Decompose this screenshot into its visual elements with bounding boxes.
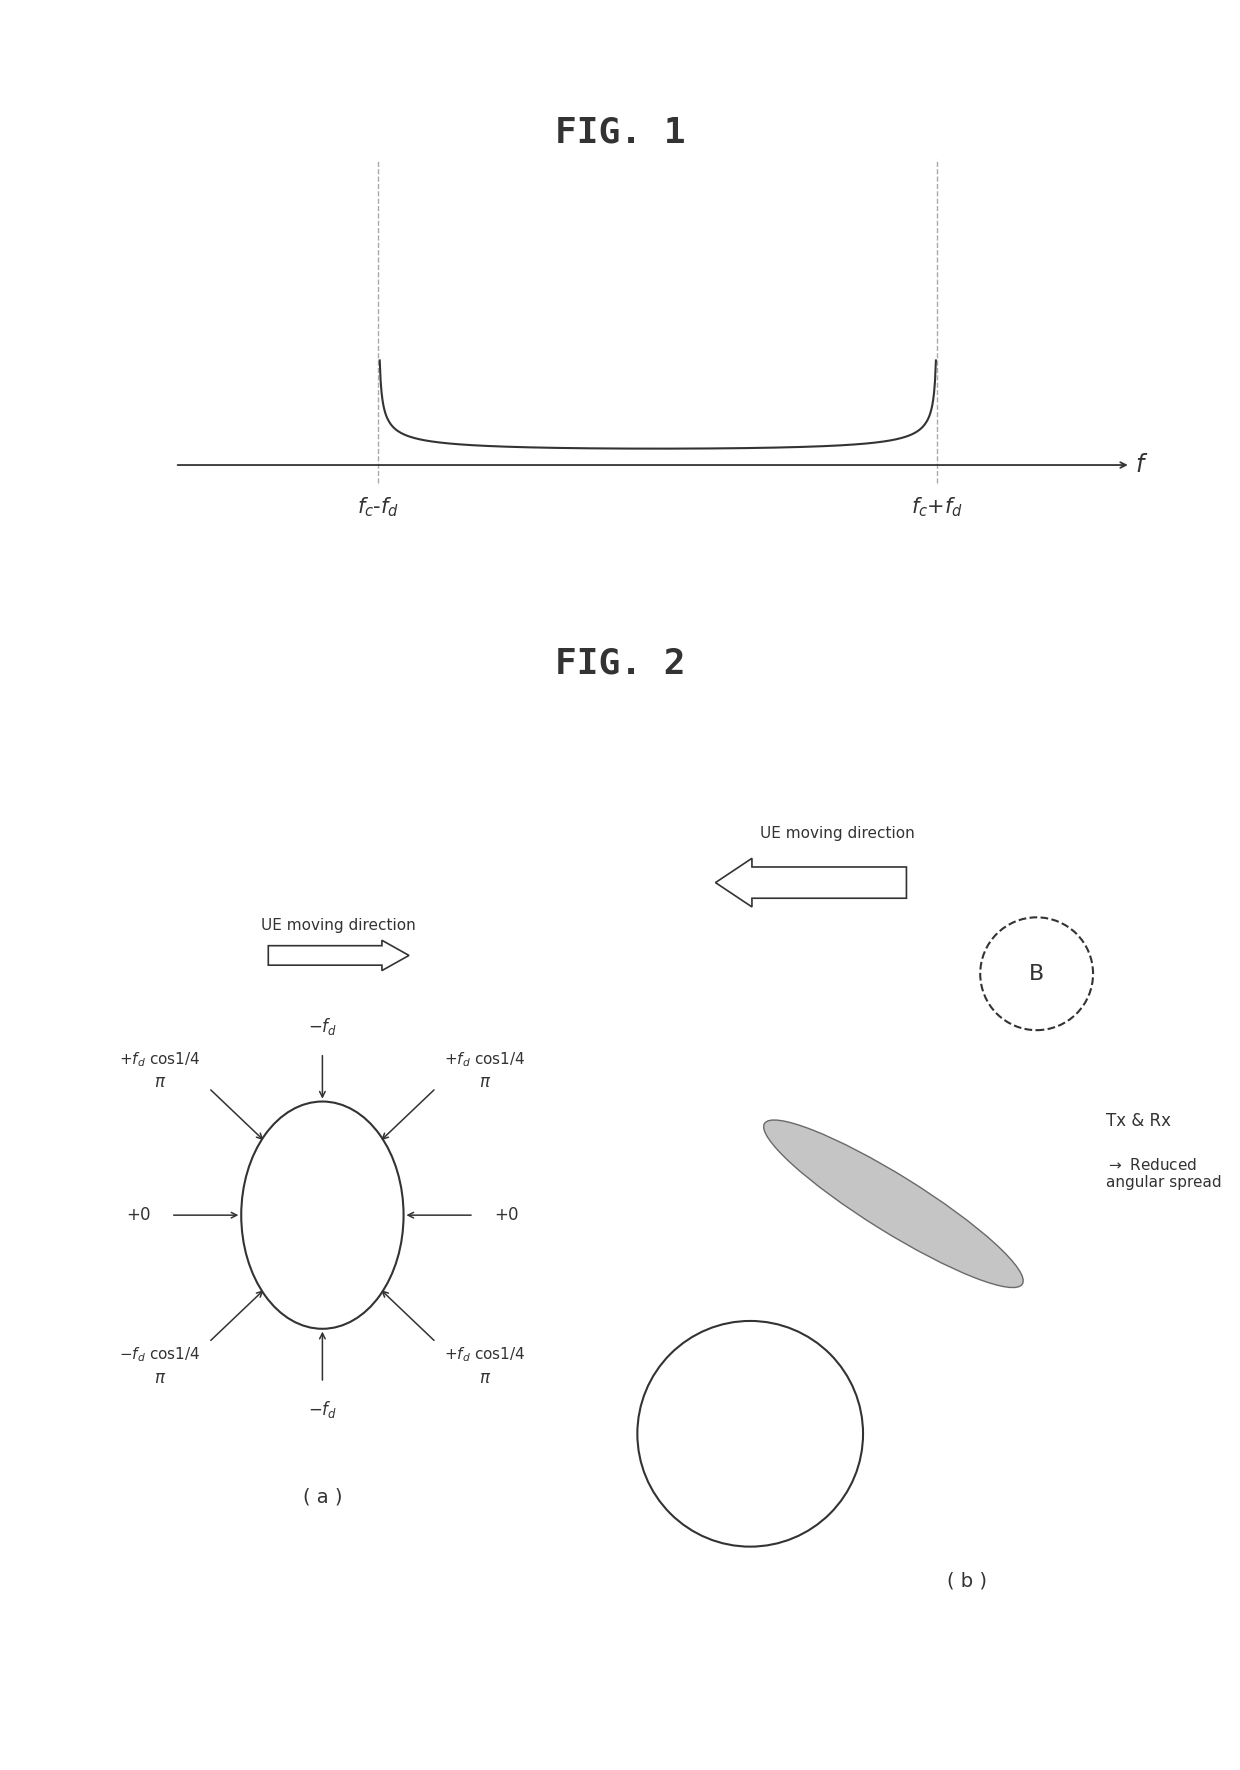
Text: $f_c$+$f_d$: $f_c$+$f_d$ [911, 496, 963, 519]
Text: $\pi$: $\pi$ [479, 1073, 491, 1090]
Ellipse shape [764, 1120, 1023, 1287]
Text: UE moving direction: UE moving direction [760, 827, 914, 841]
Text: $\pi$: $\pi$ [154, 1370, 166, 1388]
Text: $\pi$: $\pi$ [154, 1073, 166, 1090]
Text: $+f_d$ cos1/4: $+f_d$ cos1/4 [444, 1050, 526, 1069]
Text: $+0$: $+0$ [494, 1205, 520, 1225]
Text: $+f_d$ cos1/4: $+f_d$ cos1/4 [119, 1050, 201, 1069]
Polygon shape [268, 940, 409, 970]
Text: f: f [1136, 453, 1145, 478]
Text: UE moving direction: UE moving direction [262, 917, 415, 933]
Text: ( b ): ( b ) [947, 1572, 987, 1591]
Text: FIG. 1: FIG. 1 [554, 115, 686, 149]
Polygon shape [715, 858, 906, 906]
Text: B: B [1029, 963, 1044, 984]
Text: ( a ): ( a ) [303, 1487, 342, 1506]
Text: $-f_d$ cos1/4: $-f_d$ cos1/4 [119, 1345, 201, 1363]
Text: FIG. 2: FIG. 2 [554, 646, 686, 680]
Text: $\rightarrow$ Reduced angular spread: $\rightarrow$ Reduced angular spread [1106, 1156, 1221, 1189]
Text: $-f_d$: $-f_d$ [308, 1398, 337, 1420]
Text: $+f_d$ cos1/4: $+f_d$ cos1/4 [444, 1345, 526, 1363]
Text: $+0$: $+0$ [125, 1205, 151, 1225]
Text: $-f_d$: $-f_d$ [308, 1016, 337, 1037]
Text: $f_c$-$f_d$: $f_c$-$f_d$ [357, 496, 399, 519]
Text: Tx & Rx: Tx & Rx [1106, 1112, 1171, 1131]
Text: $\pi$: $\pi$ [479, 1370, 491, 1388]
